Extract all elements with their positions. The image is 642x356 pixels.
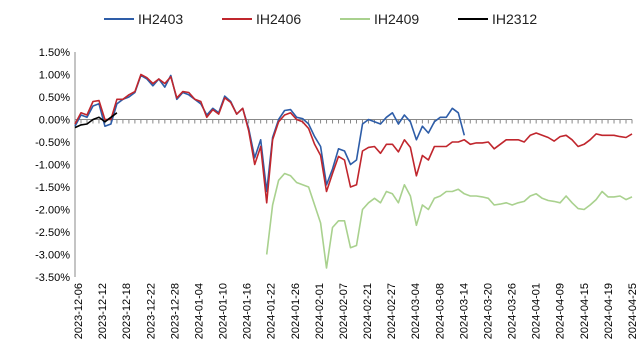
x-tick-label: 2024-03-26 [507, 283, 519, 339]
legend-label: IH2403 [138, 11, 183, 27]
y-tick-label: -2.00% [35, 205, 70, 217]
y-tick-label: -3.00% [35, 250, 70, 262]
x-tick-label: 2024-04-01 [531, 283, 543, 339]
x-tick-label: 2024-04-19 [603, 283, 615, 339]
x-tick-label: 2024-01-22 [266, 283, 278, 339]
y-tick-label: -1.50% [35, 182, 70, 194]
x-tick-label: 2024-01-16 [242, 283, 254, 339]
legend-label: IH2409 [374, 11, 419, 27]
chart-legend: IH2403 IH2406 IH2409 IH2312 [104, 11, 537, 27]
series-line-ih2409 [265, 172, 633, 269]
x-tick-label: 2024-04-25 [627, 283, 639, 339]
x-tick-label: 2024-03-14 [458, 283, 470, 339]
legend-label: IH2406 [256, 11, 301, 27]
x-tick-label: 2023-12-28 [169, 283, 181, 339]
y-tick-label: 0.00% [39, 115, 70, 127]
x-tick-label: 2024-04-15 [579, 283, 591, 339]
series-line-ih2406 [74, 73, 633, 204]
x-tick-label: 2023-12-06 [73, 283, 85, 339]
x-tick-label: 2024-03-04 [410, 283, 422, 339]
x-tick-label: 2024-03-08 [434, 283, 446, 339]
y-tick-label: -3.50% [35, 272, 70, 284]
x-tick-label: 2023-12-18 [121, 283, 133, 339]
x-tick-label: 2024-03-20 [482, 283, 494, 339]
x-tick-label: 2023-12-22 [145, 283, 157, 339]
x-axis: 2023-12-06 2023-12-12 2023-12-18 2023-12-22… [73, 119, 639, 339]
y-tick-label: 1.00% [39, 70, 70, 82]
y-tick-label: -1.00% [35, 160, 70, 172]
x-tick-label: 2024-01-10 [218, 283, 230, 339]
series-lines [74, 73, 633, 269]
y-tick-label: -0.50% [35, 137, 70, 149]
x-tick-label: 2024-01-26 [290, 283, 302, 339]
series-line-ih2312 [74, 112, 118, 129]
legend-label: IH2312 [492, 11, 537, 27]
x-tick-label: 2024-04-09 [555, 283, 567, 339]
y-tick-label: 1.50% [39, 47, 70, 59]
y-axis: 1.50% 1.00% 0.50% 0.00% -0.50% -1.00% -1.50% -2… [35, 47, 76, 284]
y-tick-label: -2.50% [35, 227, 70, 239]
x-tick-label: 2024-02-01 [314, 283, 326, 339]
y-tick-label: 0.50% [39, 92, 70, 104]
x-tick-label: 2023-12-12 [97, 283, 109, 339]
x-tick-label: 2024-02-21 [362, 283, 374, 339]
x-tick-label: 2024-02-27 [386, 283, 398, 339]
x-tick-label: 2024-02-07 [338, 283, 350, 339]
x-tick-label: 2024-01-04 [193, 283, 205, 339]
